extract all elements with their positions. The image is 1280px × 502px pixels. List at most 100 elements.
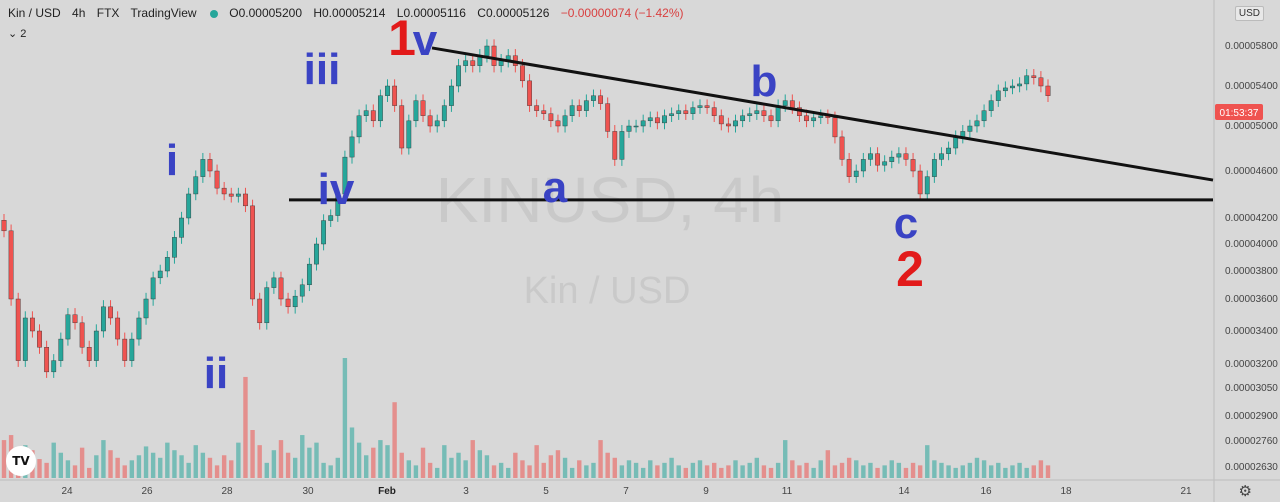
candle-body bbox=[804, 115, 809, 122]
wave-label: i bbox=[166, 136, 178, 185]
candle-body bbox=[378, 95, 383, 122]
candle-body bbox=[839, 136, 845, 160]
volume-bar bbox=[790, 460, 795, 478]
candle-body bbox=[484, 45, 490, 56]
x-tick-label: 21 bbox=[1180, 486, 1192, 497]
candle-body bbox=[633, 125, 639, 128]
volume-bar bbox=[292, 457, 298, 478]
y-tick-label: 0.00002900 bbox=[1225, 411, 1278, 422]
candle-body bbox=[164, 257, 170, 272]
x-tick-label: Feb bbox=[378, 486, 396, 497]
volume-bar bbox=[285, 452, 291, 478]
x-tick-label: 26 bbox=[141, 486, 153, 497]
candle-body bbox=[314, 243, 319, 265]
candle-body bbox=[51, 360, 57, 373]
candle-body bbox=[768, 115, 774, 122]
candle-body bbox=[292, 295, 298, 308]
y-tick-label: 0.00005400 bbox=[1225, 81, 1278, 92]
candle-body bbox=[811, 117, 817, 122]
x-tick-label: 24 bbox=[61, 486, 73, 497]
candle-body bbox=[754, 110, 760, 114]
indicator-toggle[interactable]: ⌄ 2 bbox=[8, 27, 26, 40]
candle-body bbox=[974, 120, 980, 127]
volume-bar bbox=[719, 467, 724, 478]
candle-body bbox=[58, 338, 64, 361]
volume-bar bbox=[619, 465, 625, 478]
candle-body bbox=[1010, 85, 1015, 89]
volume-bar bbox=[165, 442, 170, 478]
ohlc-high: H0.00005214 bbox=[313, 6, 386, 20]
candle-body bbox=[285, 298, 291, 308]
candle-body bbox=[747, 113, 753, 116]
volume-bar bbox=[1045, 465, 1051, 478]
volume-bar bbox=[953, 467, 958, 478]
candle-body bbox=[591, 95, 596, 101]
candle-body bbox=[662, 115, 667, 124]
candle-body bbox=[427, 115, 433, 127]
volume-bar bbox=[747, 462, 752, 478]
candle-body bbox=[683, 110, 689, 114]
volume-bar bbox=[818, 460, 823, 478]
candle-body bbox=[782, 100, 788, 106]
volume-bar bbox=[1017, 462, 1022, 478]
y-tick-label: 0.00003800 bbox=[1225, 266, 1278, 277]
candle-body bbox=[846, 159, 852, 177]
candle-body bbox=[157, 270, 163, 279]
wave-label: a bbox=[543, 163, 568, 212]
gear-icon[interactable]: ⚙ bbox=[1238, 483, 1252, 500]
volume-bar bbox=[690, 462, 696, 478]
candle-body bbox=[37, 330, 42, 348]
y-tick-label: 0.00004600 bbox=[1225, 166, 1278, 177]
candle-body bbox=[711, 107, 717, 116]
volume-bar bbox=[193, 445, 198, 478]
candle-body bbox=[172, 237, 177, 258]
volume-bar bbox=[321, 462, 326, 478]
candle-body bbox=[413, 100, 419, 122]
volume-bar bbox=[598, 440, 603, 478]
ohlc-low: L0.00005116 bbox=[396, 6, 466, 20]
volume-bar bbox=[761, 465, 767, 478]
volume-bar bbox=[1031, 465, 1036, 478]
volume-bar bbox=[1024, 467, 1029, 478]
volume-bar bbox=[584, 465, 589, 478]
candle-body bbox=[235, 193, 241, 197]
candle-body bbox=[583, 100, 589, 111]
volume-bar bbox=[960, 465, 965, 478]
tradingview-logo-icon[interactable]: TV bbox=[6, 446, 36, 476]
candle-body bbox=[65, 314, 71, 340]
volume-bar bbox=[463, 460, 468, 478]
volume-bar bbox=[101, 440, 106, 478]
x-tick-label: 14 bbox=[898, 486, 910, 497]
currency-button[interactable]: USD bbox=[1234, 6, 1264, 21]
volume-bar bbox=[797, 465, 802, 478]
interval-label[interactable]: 4h bbox=[72, 6, 86, 20]
volume-bar bbox=[1038, 460, 1044, 478]
candle-body bbox=[143, 298, 149, 319]
volume-bar bbox=[1010, 465, 1015, 478]
volume-bar bbox=[555, 450, 561, 478]
symbol-name[interactable]: Kin / USD bbox=[8, 6, 61, 20]
candle-body bbox=[8, 230, 14, 300]
volume-bar bbox=[520, 460, 525, 478]
candle-body bbox=[690, 107, 696, 114]
volume-bar bbox=[839, 462, 845, 478]
volume-bar bbox=[356, 442, 362, 478]
candle-body bbox=[903, 153, 909, 160]
candle-body bbox=[875, 153, 880, 166]
volume-bar bbox=[612, 457, 617, 478]
volume-bar bbox=[108, 450, 113, 478]
source-label: TradingView bbox=[130, 6, 197, 20]
volume-bar bbox=[676, 465, 681, 478]
candle-body bbox=[1, 220, 7, 232]
candle-body bbox=[179, 217, 184, 238]
volume-bar bbox=[591, 462, 596, 478]
volume-bar bbox=[484, 455, 490, 478]
candle-body bbox=[946, 147, 951, 154]
volume-bar bbox=[648, 460, 653, 478]
candle-body bbox=[356, 115, 362, 138]
candle-body bbox=[541, 110, 547, 114]
candle-body bbox=[200, 159, 206, 177]
candle-body bbox=[335, 193, 341, 216]
